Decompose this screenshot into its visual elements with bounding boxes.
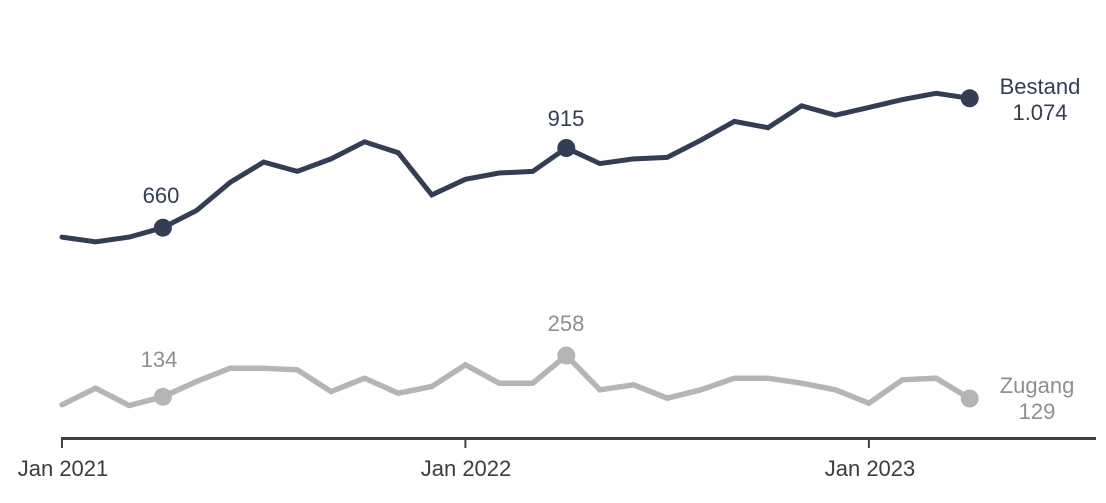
x-axis-label-jan2023: Jan 2023 (824, 456, 916, 481)
zugang-final-value: 129 (1018, 399, 1056, 424)
x-axis-label-jan2021: Jan 2021 (17, 456, 109, 481)
bestand-line (59, 90, 973, 245)
bestand-series-name: Bestand (999, 74, 1081, 99)
bestand-series-label: Bestand 1.074 (1000, 74, 1081, 126)
zugang-marker (960, 389, 979, 408)
zugang-marker (557, 346, 576, 365)
bestand-annotation-apr2022: 915 (547, 106, 585, 131)
zugang-marker (153, 387, 172, 406)
zugang-series-name: Zugang (999, 373, 1075, 398)
bestand-marker (960, 89, 979, 108)
zugang-line (59, 351, 973, 409)
x-axis-label-jan2022: Jan 2022 (420, 456, 512, 481)
bestand-marker (557, 139, 576, 157)
bestand-annotation-apr2021: 660 (142, 183, 180, 208)
zugang-series-label: Zugang 129 (1000, 373, 1075, 425)
bestand-marker (153, 218, 172, 237)
bestand-final-value: 1.074 (1012, 100, 1068, 125)
zugang-annotation-apr2021: 134 (140, 347, 178, 372)
zugang-annotation-apr2022: 258 (547, 311, 585, 336)
